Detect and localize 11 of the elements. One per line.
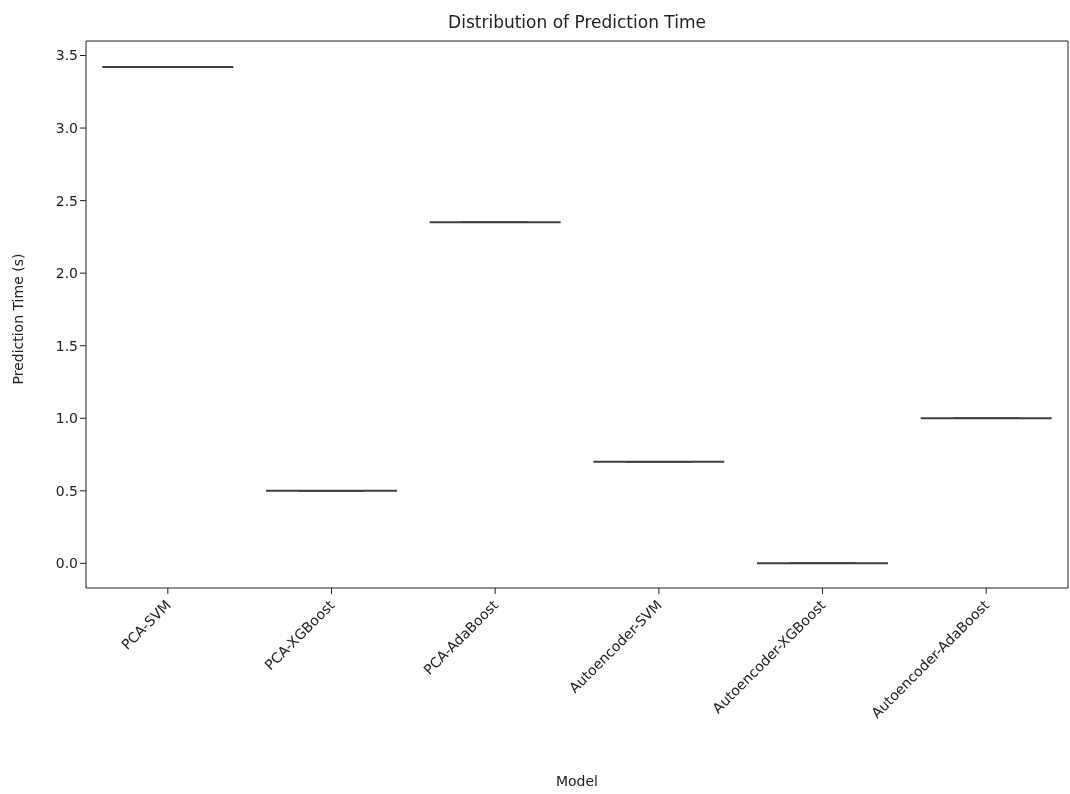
y-tick-label: 3.0 — [55, 120, 78, 137]
y-tick-label: 2.0 — [55, 265, 78, 282]
y-tick-label: 0.5 — [55, 482, 78, 499]
y-tick-label: 0.0 — [55, 555, 78, 572]
y-tick-label: 1.0 — [55, 410, 78, 427]
chart-title: Distribution of Prediction Time — [447, 12, 707, 32]
y-axis-title: Prediction Time (s) — [9, 253, 26, 385]
y-tick-label: 3.5 — [55, 47, 78, 64]
y-tick-label: 1.5 — [55, 337, 78, 354]
y-tick-label: 2.5 — [55, 192, 78, 209]
x-axis-title: Model — [555, 773, 599, 789]
